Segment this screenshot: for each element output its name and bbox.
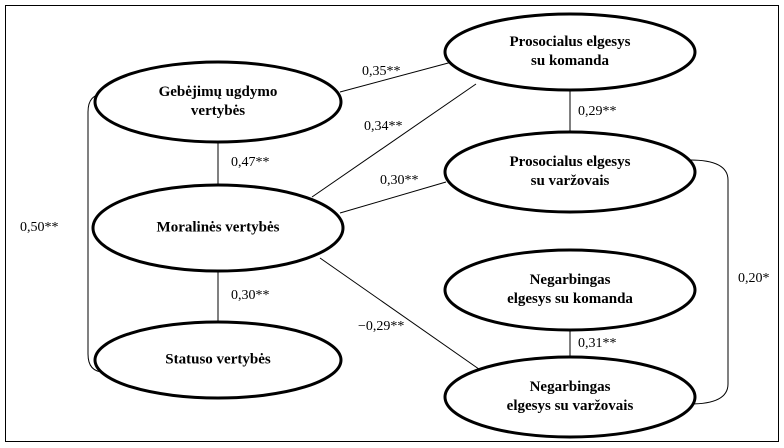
edge-label: 0,20* (738, 271, 770, 286)
edge-label: 0,47** (231, 155, 270, 170)
edge (339, 181, 447, 214)
node-label: Statuso vertybės (165, 351, 271, 367)
frame (5, 5, 779, 442)
node-label: elgesys su varžovais (507, 398, 634, 414)
edge-label: 0,30** (231, 288, 270, 303)
node-label: elgesys su komanda (507, 291, 633, 307)
node-shape (93, 320, 343, 400)
edge-label: 0,31** (578, 336, 617, 351)
edge (689, 159, 729, 405)
node-label: Negarbingas (530, 272, 611, 288)
connectors (87, 61, 729, 405)
edge (339, 61, 453, 93)
edge-labels: 0,35** 0,34** 0,30** −0,29** 0,47** 0,30… (20, 64, 770, 351)
node-label: su komanda (531, 53, 609, 69)
node-label: Moralinės vertybės (157, 219, 280, 235)
edge-label: 0,30** (380, 173, 419, 188)
node-shape (443, 130, 697, 214)
node-shape (91, 183, 345, 273)
edge (319, 257, 487, 375)
node-shape (443, 248, 697, 332)
edge (311, 83, 477, 198)
node-label: vertybės (191, 103, 245, 119)
node-label: Gebėjimų ugdymo (159, 84, 278, 100)
node-shape (443, 12, 697, 92)
edge-label: 0,35** (362, 64, 401, 79)
edge-label: 0,34** (364, 119, 403, 134)
edge-label: 0,50** (20, 220, 59, 235)
node-shape (443, 355, 697, 439)
edge-label: 0,29** (578, 104, 617, 119)
edge-label: −0,29** (358, 319, 404, 334)
node-label: Prosocialus elgesys (510, 154, 631, 170)
node-label: Negarbingas (530, 379, 611, 395)
nodes: Gebėjimų ugdymo vertybės Moralinės vertybė… (91, 12, 697, 439)
node-shape (93, 60, 343, 144)
node-label: su varžovais (531, 173, 610, 189)
node-label: Prosocialus elgesys (510, 34, 631, 50)
